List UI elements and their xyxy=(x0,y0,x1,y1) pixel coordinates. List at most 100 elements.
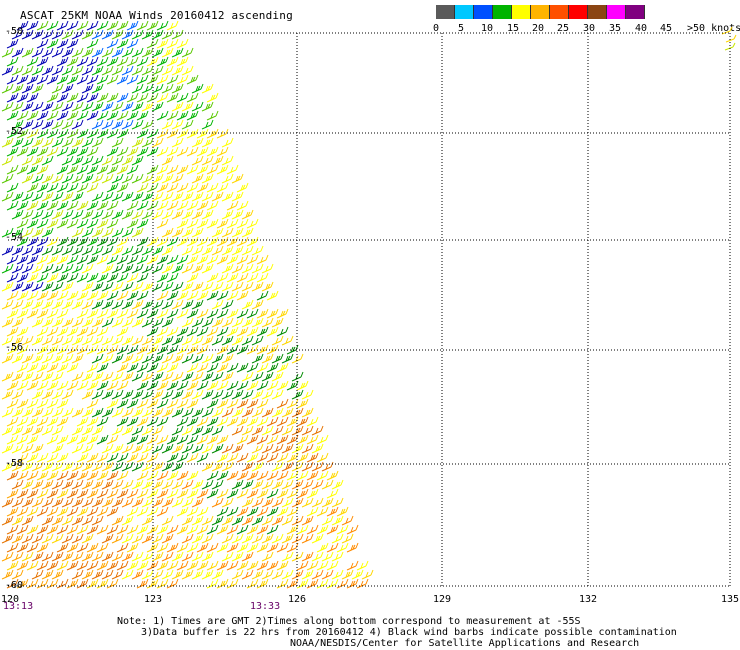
wind-barb xyxy=(111,335,124,346)
wind-barb xyxy=(216,578,229,589)
wind-barb xyxy=(66,326,79,337)
wind-barb xyxy=(216,506,229,517)
wind-barb xyxy=(116,416,129,427)
wind-barb xyxy=(176,290,189,301)
wind-barb xyxy=(131,101,144,112)
wind-barb xyxy=(1,569,14,580)
wind-barb xyxy=(16,128,29,139)
wind-barb xyxy=(211,371,224,382)
wind-barb xyxy=(206,380,219,391)
wind-barb xyxy=(246,380,259,391)
legend-swatch xyxy=(455,5,474,19)
wind-barb xyxy=(101,461,114,472)
lon-label: 135 xyxy=(720,594,740,605)
wind-barb xyxy=(6,272,19,283)
wind-barb xyxy=(101,227,114,238)
wind-barb xyxy=(16,110,29,121)
wind-barb xyxy=(11,299,24,310)
wind-barb xyxy=(46,272,59,283)
wind-barb xyxy=(21,209,34,220)
wind-barb xyxy=(51,29,64,40)
wind-barb xyxy=(76,56,89,67)
wind-barb xyxy=(71,461,84,472)
wind-barb xyxy=(121,371,134,382)
wind-barb xyxy=(206,92,219,103)
wind-barb xyxy=(286,398,299,409)
wind-barb xyxy=(161,551,174,562)
wind-barb xyxy=(41,497,54,508)
wind-barb xyxy=(271,515,284,526)
wind-barb xyxy=(21,461,34,472)
wind-barb xyxy=(36,344,49,355)
wind-barb xyxy=(256,398,269,409)
wind-barb xyxy=(171,461,184,472)
wind-barb xyxy=(151,461,164,472)
wind-barb xyxy=(36,560,49,571)
wind-barb xyxy=(326,506,339,517)
wind-barb xyxy=(101,299,114,310)
wind-barb xyxy=(91,47,104,58)
wind-barb xyxy=(291,389,304,400)
wind-barb xyxy=(221,461,234,472)
wind-barb xyxy=(16,524,29,535)
wind-barb xyxy=(151,29,164,40)
wind-barb xyxy=(241,371,254,382)
wind-barb xyxy=(61,191,74,202)
wind-barb xyxy=(231,443,244,454)
wind-barb xyxy=(131,29,144,40)
wind-barb xyxy=(161,497,174,508)
wind-barb xyxy=(111,299,124,310)
wind-barb xyxy=(36,398,49,409)
wind-barb xyxy=(296,578,309,589)
wind-barb xyxy=(11,281,24,292)
wind-barb xyxy=(166,146,179,157)
wind-barb xyxy=(21,425,34,436)
wind-barb xyxy=(56,200,69,211)
wind-barb xyxy=(246,524,259,535)
wind-barb xyxy=(121,29,134,40)
wind-barb xyxy=(201,119,214,130)
lon-label: 132 xyxy=(578,594,598,605)
wind-barb xyxy=(116,38,129,49)
wind-barb xyxy=(156,236,169,247)
wind-barb xyxy=(1,245,14,256)
wind-barb xyxy=(166,578,179,589)
wind-barb xyxy=(221,245,234,256)
wind-barb xyxy=(46,218,59,229)
wind-barb xyxy=(146,362,159,373)
wind-barb xyxy=(166,488,179,499)
wind-barb xyxy=(101,533,114,544)
wind-barb xyxy=(206,290,219,301)
wind-barb xyxy=(151,389,164,400)
wind-barb xyxy=(31,101,44,112)
wind-barb xyxy=(181,425,194,436)
wind-barb xyxy=(126,488,139,499)
wind-barb xyxy=(146,146,159,157)
wind-barb xyxy=(216,290,229,301)
wind-barb xyxy=(91,407,104,418)
wind-barb xyxy=(106,254,119,265)
wind-barb xyxy=(166,326,179,337)
wind-barb xyxy=(121,497,134,508)
wind-barb xyxy=(11,461,24,472)
wind-barb xyxy=(76,272,89,283)
wind-barb xyxy=(261,317,274,328)
wind-barb xyxy=(261,281,274,292)
wind-barb xyxy=(41,281,54,292)
wind-barb xyxy=(171,281,184,292)
wind-barb xyxy=(171,173,184,184)
wind-barb xyxy=(101,281,114,292)
wind-barb xyxy=(171,479,184,490)
wind-barb xyxy=(251,317,264,328)
wind-barb xyxy=(81,101,94,112)
wind-barb xyxy=(261,569,274,580)
wind-barb xyxy=(116,290,129,301)
wind-barb xyxy=(11,443,24,454)
wind-barb xyxy=(206,362,219,373)
wind-barb xyxy=(56,380,69,391)
wind-barb xyxy=(56,560,69,571)
wind-barb xyxy=(16,380,29,391)
wind-barb xyxy=(151,101,164,112)
wind-barb xyxy=(76,110,89,121)
lat-label: -58 xyxy=(5,458,24,469)
